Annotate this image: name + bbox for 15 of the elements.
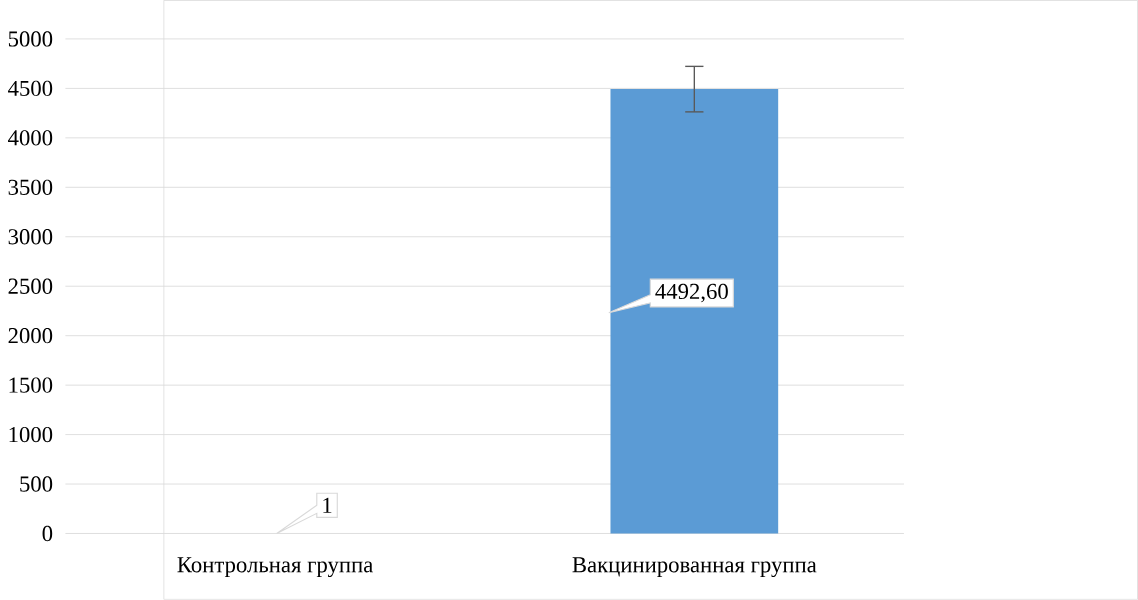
x-tick-label: Вакцинированная группа	[572, 557, 817, 578]
y-tick-label: 1000	[9, 427, 53, 443]
y-tick-label: 3500	[8, 179, 53, 196]
y-tick-label: 4500	[8, 80, 53, 97]
data-label: 1	[323, 497, 332, 513]
y-tick-label: 2500	[8, 278, 53, 294]
y-tick-label: 4000	[8, 130, 53, 146]
x-tick-label: Контрольная группа	[177, 557, 373, 578]
y-tick-label: 500	[20, 476, 53, 492]
y-tick-label: 2000	[8, 328, 53, 344]
y-tick-label: 0	[42, 525, 53, 542]
y-tick-label: 1500	[9, 377, 53, 393]
y-tick-label: 3000	[8, 229, 53, 245]
data-label: 4492,60	[655, 283, 728, 303]
y-tick-label: 5000	[8, 31, 53, 47]
